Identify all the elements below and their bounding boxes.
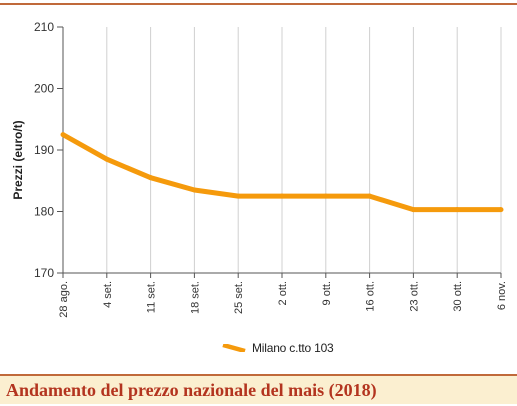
- x-tick-label: 25 set.: [233, 281, 245, 314]
- y-axis-title: Prezzi (euro/t): [11, 120, 25, 199]
- y-tick-label: 180: [34, 205, 54, 219]
- y-tick-label: 170: [34, 266, 54, 280]
- legend-swatch: [222, 344, 246, 352]
- x-tick-label: 16 ott.: [365, 281, 377, 312]
- x-tick-label: 28 ago.: [58, 281, 70, 318]
- x-tick-label: 6 nov.: [496, 281, 508, 310]
- data-point: [454, 207, 460, 213]
- y-tick-label: 190: [34, 143, 54, 157]
- legend-label: Milano c.tto 103: [252, 341, 334, 355]
- data-point: [410, 207, 416, 213]
- x-tick-label: 2 ott.: [277, 281, 289, 305]
- x-tick-label: 30 ott.: [452, 281, 464, 312]
- top-rule: [0, 3, 517, 5]
- data-point: [367, 193, 373, 199]
- data-point: [498, 207, 504, 213]
- legend: Milano c.tto 103: [222, 338, 334, 358]
- data-point: [148, 175, 154, 181]
- x-tick-label: 23 ott.: [408, 281, 420, 312]
- x-tick-label: 18 set.: [189, 281, 201, 314]
- x-tick-label: 4 set.: [102, 281, 114, 308]
- data-point: [104, 156, 110, 162]
- data-point: [191, 187, 197, 193]
- line-chart: 170 180 190 200 210 28 ago. 4 set. 11 set. 18 se…: [11, 20, 508, 318]
- x-tick-label: 11 set.: [146, 281, 158, 313]
- caption-bar: Andamento del prezzo nazionale del mais …: [0, 374, 517, 404]
- data-point: [235, 193, 241, 199]
- data-point: [60, 132, 66, 138]
- y-tick-label: 210: [34, 20, 54, 34]
- data-point: [279, 193, 285, 199]
- chart-caption: Andamento del prezzo nazionale del mais …: [6, 380, 377, 400]
- data-point: [323, 193, 329, 199]
- x-tick-label: 9 ott.: [321, 281, 333, 305]
- y-tick-label: 200: [34, 82, 54, 96]
